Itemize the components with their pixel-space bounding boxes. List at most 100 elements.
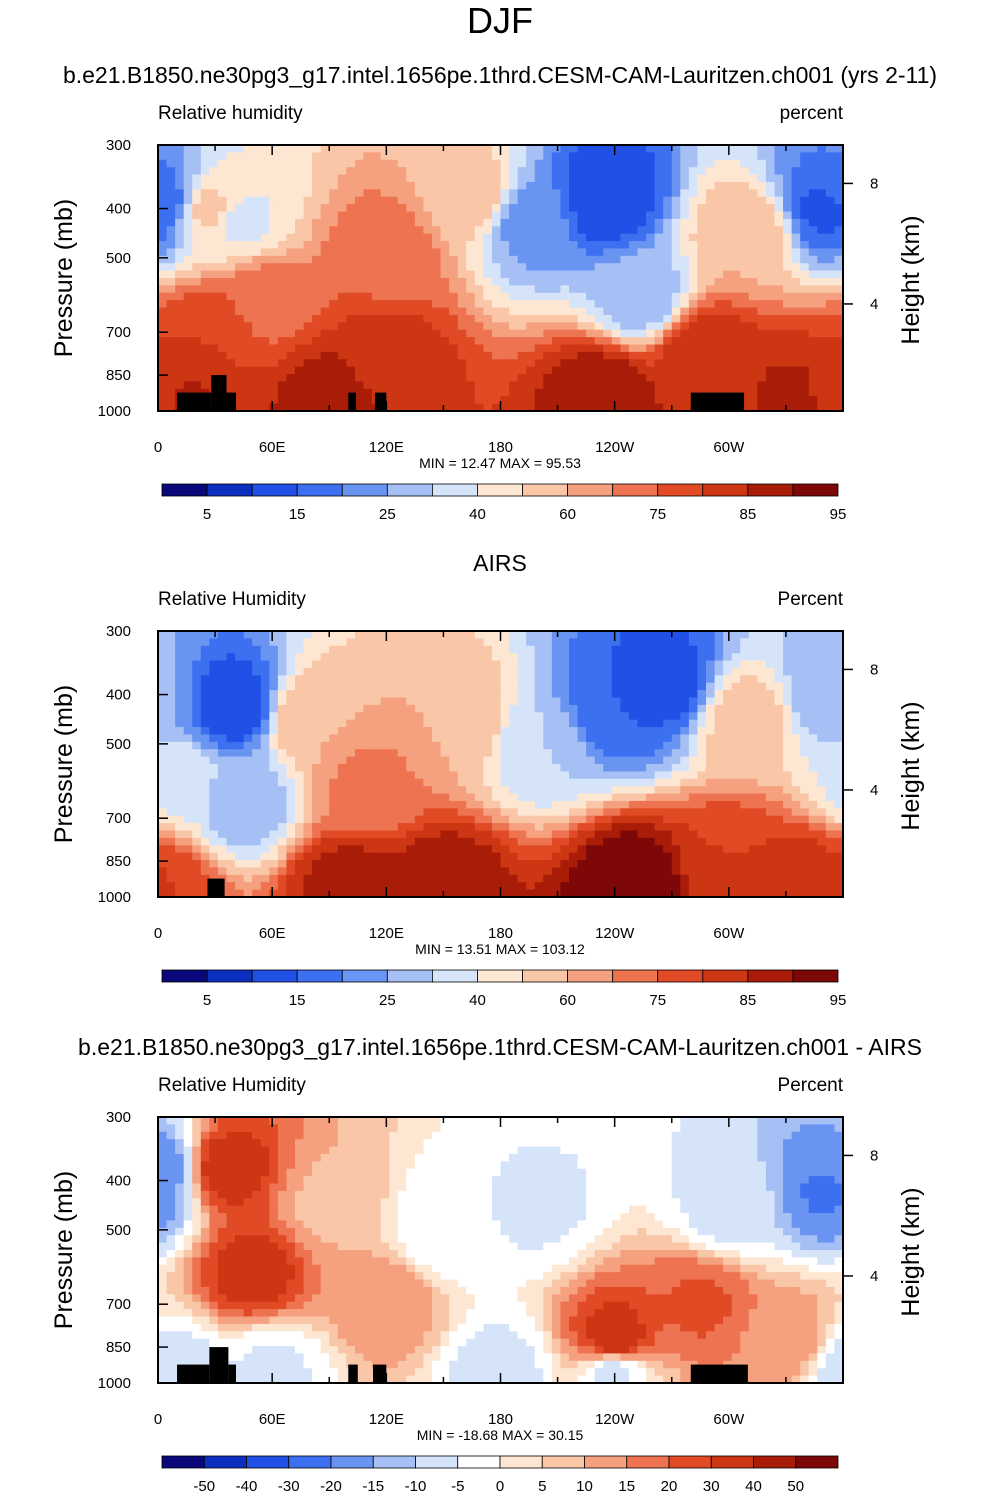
contour-cell: [500, 653, 510, 662]
contour-cell: [286, 337, 296, 346]
contour-cell: [303, 181, 313, 190]
contour-cell: [611, 307, 621, 316]
contour-cell: [569, 181, 579, 190]
contour-cell: [534, 374, 544, 383]
contour-cell: [457, 181, 467, 190]
contour-cell: [235, 403, 245, 412]
contour-cell: [817, 211, 827, 220]
contour-cell: [217, 660, 228, 669]
contour-cell: [620, 292, 630, 301]
contour-cell: [414, 860, 425, 869]
contour-cell: [372, 682, 382, 691]
contour-cell: [346, 329, 356, 338]
contour-cell: [423, 307, 433, 316]
contour-cell: [466, 749, 476, 758]
contour-cell: [397, 882, 407, 891]
contour-cell: [260, 396, 270, 405]
contour-cell: [740, 255, 750, 264]
contour-cell: [551, 645, 562, 654]
contour-cell: [483, 396, 493, 405]
contour-cell: [329, 329, 339, 338]
contour-cell: [757, 241, 767, 250]
contour-cell: [389, 682, 399, 691]
contour-cell: [217, 351, 228, 360]
contour-cell: [260, 292, 270, 301]
contour-cell: [235, 645, 245, 654]
contour-cell: [372, 248, 382, 257]
contour-cell: [517, 307, 527, 316]
contour-cell: [543, 381, 553, 390]
contour-cell: [200, 741, 210, 750]
contour-cell: [432, 860, 442, 869]
contour-cell: [543, 867, 553, 876]
contour-cell: [329, 159, 339, 168]
contour-cell: [586, 211, 596, 220]
contour-cell: [380, 771, 390, 780]
contour-cell: [432, 704, 442, 713]
contour-cell: [800, 337, 810, 346]
contour-cell: [449, 263, 459, 272]
contour-cell: [611, 241, 621, 250]
contour-cell: [688, 241, 699, 250]
contour-cell: [286, 860, 296, 869]
contour-cell: [303, 204, 313, 213]
contour-cell: [337, 815, 347, 824]
contour-cell: [466, 764, 476, 772]
contour-cell: [166, 808, 176, 817]
contour-cell: [252, 181, 262, 190]
contour-cell: [594, 778, 604, 787]
contour-cell: [457, 756, 467, 765]
contour-cell: [363, 233, 373, 242]
contour-cell: [312, 631, 322, 639]
contour-cell: [594, 374, 604, 383]
contour-cell: [192, 837, 202, 846]
contour-cell: [603, 307, 613, 316]
contour-cell: [269, 697, 279, 706]
contour-cell: [397, 366, 407, 375]
contour-cell: [543, 874, 553, 883]
contour-cell: [346, 756, 356, 765]
contour-cell: [543, 682, 553, 691]
contour-cell: [423, 704, 433, 713]
contour-cell: [603, 403, 613, 412]
contour-cell: [491, 292, 502, 301]
contour-cell: [183, 159, 193, 168]
contour-cell: [329, 867, 339, 876]
contour-cell: [551, 366, 562, 375]
contour-cell: [320, 329, 330, 338]
contour-cell: [260, 226, 270, 235]
contour-cell: [620, 889, 630, 898]
contour-cell: [740, 218, 750, 227]
contour-cell: [714, 300, 724, 309]
contour-cell: [354, 874, 365, 883]
contour-cell: [158, 823, 168, 832]
contour-cell: [491, 631, 502, 639]
contour-cell: [397, 204, 407, 213]
contour-cell: [183, 749, 193, 758]
contour-cell: [312, 719, 322, 728]
contour-cell: [834, 366, 844, 375]
contour-cell: [757, 204, 767, 213]
contour-cell: [252, 823, 262, 832]
contour-cell: [286, 255, 296, 264]
contour-cell: [449, 278, 459, 286]
contour-cell: [509, 322, 519, 331]
contour-cell: [440, 823, 450, 832]
contour-cell: [491, 697, 502, 706]
colorbar-label: 40: [469, 506, 486, 523]
contour-cell: [483, 388, 493, 397]
contour-cell: [329, 300, 339, 309]
contour-cell: [269, 719, 279, 728]
contour-cell: [389, 159, 399, 168]
contour-cell: [209, 314, 219, 323]
contour-cell: [551, 631, 562, 639]
contour-cell: [295, 845, 305, 854]
contour-cell: [620, 300, 630, 309]
contour-cell: [346, 690, 356, 699]
contour-cell: [243, 704, 253, 713]
contour-cell: [551, 660, 562, 669]
contour-cell: [620, 351, 630, 360]
contour-cell: [569, 660, 579, 669]
contour-cell: [603, 645, 613, 654]
contour-cell: [500, 396, 510, 405]
